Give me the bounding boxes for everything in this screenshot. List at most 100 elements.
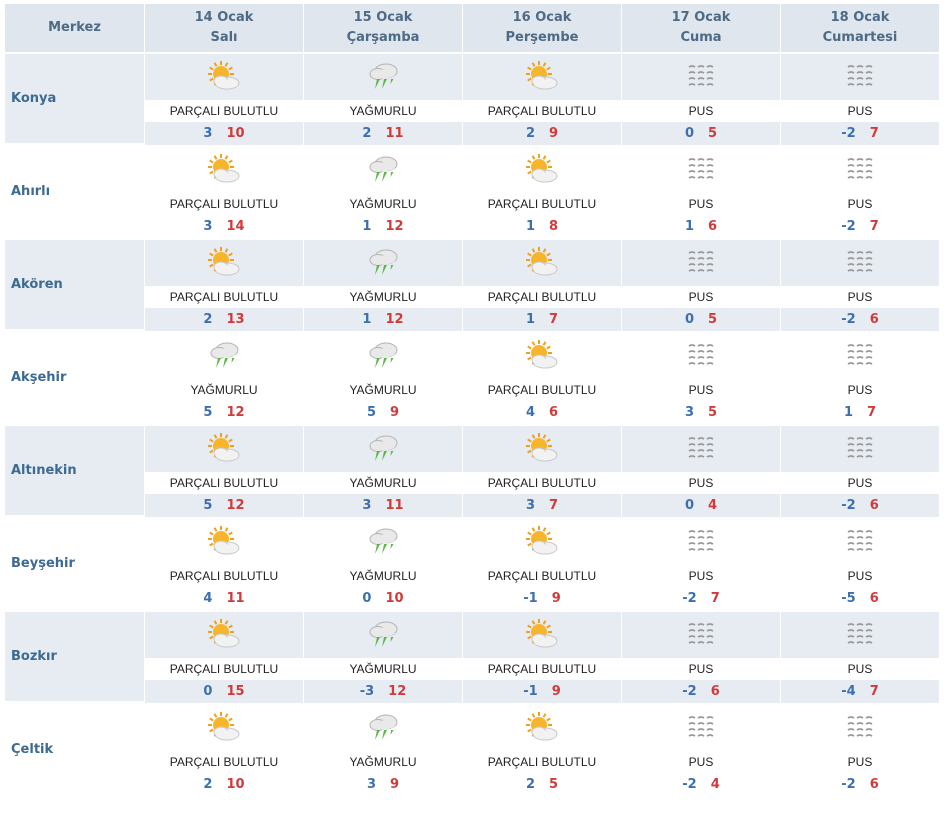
condition-text: PUS [781,565,940,587]
city-desc-row: PARÇALI BULUTLU YAĞMURLU PARÇALI BULUTLU PU… [5,565,940,587]
temperature-cell: 0 15 [145,680,304,703]
temp-low: 1 [362,312,372,327]
city-desc-row: PARÇALI BULUTLU YAĞMURLU PARÇALI BULUTLU PU… [5,193,940,215]
temp-high: 9 [549,126,559,141]
temp-high: 7 [549,498,559,513]
temp-low: 3 [366,777,376,792]
weather-icon-cell [622,54,781,100]
fog-icon [622,155,780,185]
weather-icon-cell [781,147,940,193]
row-separator [5,238,940,240]
temperature-cell: -1 9 [463,680,622,703]
temp-high: 6 [869,498,879,513]
city-temp-row: 2 13 1 12 1 7 0 5 -2 6 [5,308,940,331]
temp-high: 15 [226,684,245,699]
row-separator [5,331,940,333]
weather-icon-cell [145,147,304,193]
temp-low: 1 [684,219,694,234]
weather-icon-cell [781,333,940,379]
temp-low: -2 [841,126,856,141]
rain-icon [304,432,462,466]
city-name: Akşehir [5,333,145,424]
temp-low: 3 [525,498,535,513]
separator-cell [5,331,940,333]
city-desc-row: YAĞMURLU YAĞMURLU PARÇALI BULUTLU PUS PUS [5,379,940,401]
weather-icon-cell [145,705,304,751]
temperature-cell: 1 12 [304,215,463,238]
condition-text: PUS [622,193,781,215]
partly-cloudy-icon [145,247,303,279]
fog-icon [622,434,780,464]
row-separator [5,610,940,612]
weather-icon-cell [304,426,463,472]
weather-icon-cell [781,54,940,100]
temp-high: 14 [226,219,245,234]
city-icon-row: Akören [5,240,940,331]
condition-text: YAĞMURLU [304,565,463,587]
temperature-cell: 0 10 [304,587,463,610]
temp-low: 2 [203,777,213,792]
temperature-cell: -4 7 [781,680,940,703]
separator-cell [5,703,940,705]
weather-icon-cell [781,426,940,472]
condition-text: PARÇALI BULUTLU [463,751,622,773]
rain-icon [304,60,462,94]
condition-text: PARÇALI BULUTLU [145,472,304,494]
day-weekday: Cumartesi [822,30,898,45]
weather-icon-cell [622,147,781,193]
header-row: Merkez 14 Ocak Salı 15 Ocak Çarşamba 16 Oc… [5,4,940,54]
rain-icon [304,711,462,745]
weather-icon-cell [463,519,622,565]
temp-low: -2 [682,591,697,606]
temp-low: 0 [684,126,694,141]
weather-icon-cell [463,54,622,100]
row-separator [5,145,940,147]
city-temp-row: 0 15 -3 12 -1 9 -2 6 -4 7 [5,680,940,703]
temperature-cell: 3 14 [145,215,304,238]
temperature-cell: 4 11 [145,587,304,610]
condition-text: YAĞMURLU [304,472,463,494]
temp-high: 7 [549,312,559,327]
weather-icon-cell [145,426,304,472]
temp-high: 7 [869,684,879,699]
condition-text: PUS [622,286,781,308]
partly-cloudy-icon [145,526,303,558]
temp-high: 11 [385,126,404,141]
fog-icon [781,713,939,743]
row-separator [5,703,940,705]
day-weekday: Cuma [680,30,722,45]
temperature-cell: -2 6 [781,773,940,796]
fog-icon [622,248,780,278]
temp-low: -2 [841,498,856,513]
temp-low: -1 [523,591,538,606]
fog-icon [622,620,780,650]
partly-cloudy-icon [463,61,621,93]
location-header: Merkez [5,4,145,54]
city-desc-row: PARÇALI BULUTLU YAĞMURLU PARÇALI BULUTLU PU… [5,286,940,308]
separator-cell [5,238,940,240]
temp-high: 4 [710,777,720,792]
weather-icon-cell [622,612,781,658]
fog-icon [781,620,939,650]
temp-low: -2 [682,777,697,792]
day-date: 15 Ocak [353,10,413,25]
temp-high: 12 [385,312,404,327]
city-temp-row: 5 12 3 11 3 7 0 4 -2 6 [5,494,940,517]
city-temp-row: 3 10 2 11 2 9 0 5 -2 7 [5,122,940,145]
temperature-cell: -2 6 [781,494,940,517]
temperature-cell: 5 12 [145,401,304,424]
fog-icon [781,434,939,464]
city-name: Bozkır [5,612,145,703]
condition-text: PARÇALI BULUTLU [463,565,622,587]
separator-cell [5,145,940,147]
temp-high: 6 [869,591,879,606]
separator-cell [5,796,940,798]
weather-icon-cell [781,612,940,658]
city-desc-row: PARÇALI BULUTLU YAĞMURLU PARÇALI BULUTLU PU… [5,658,940,680]
temp-low: 1 [843,405,853,420]
separator-cell [5,517,940,519]
